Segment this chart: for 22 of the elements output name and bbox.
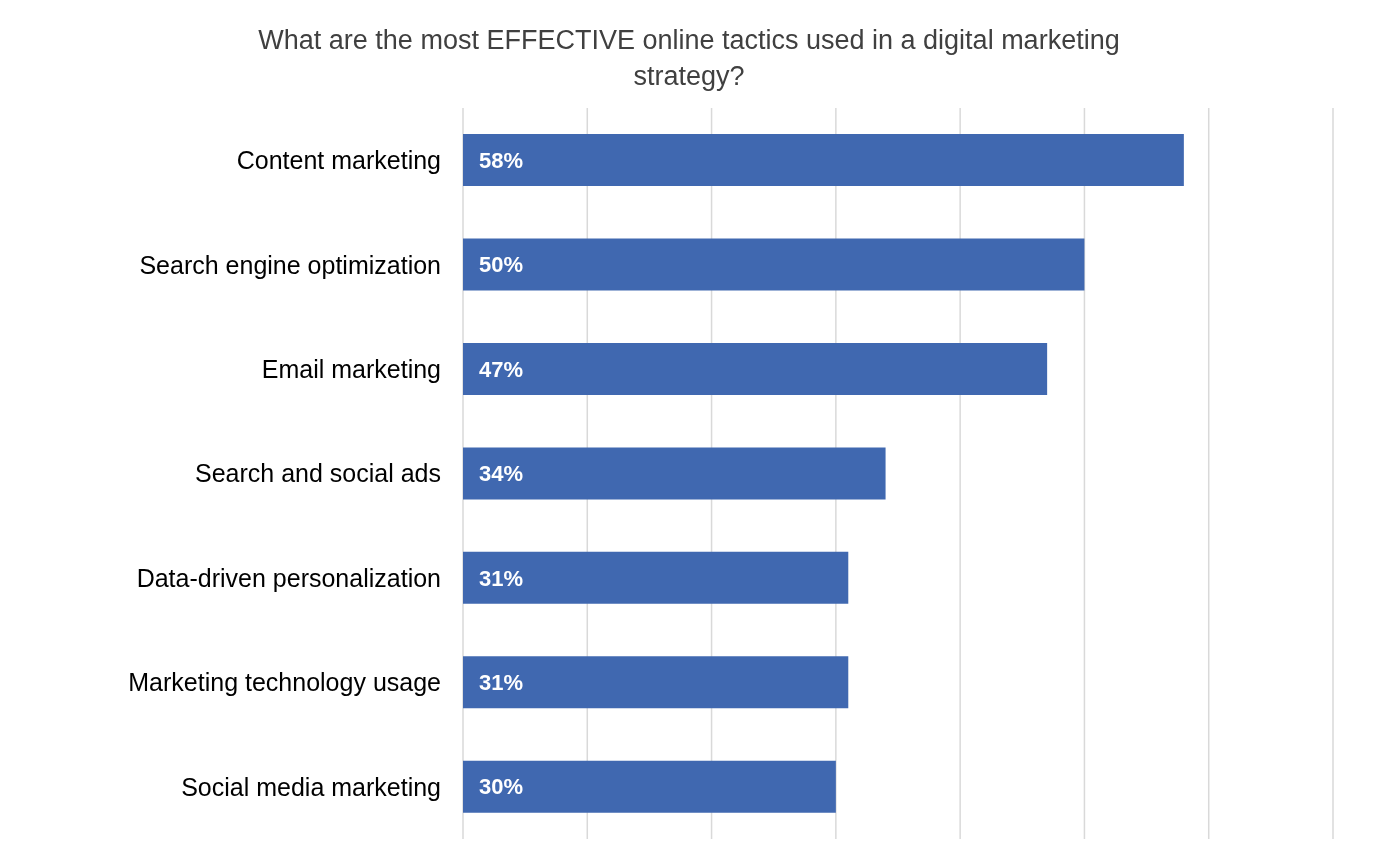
bar bbox=[463, 342, 1048, 395]
y-tick-label: Content marketing bbox=[236, 146, 441, 175]
bar bbox=[463, 760, 836, 813]
chart-title: What are the most EFFECTIVE online tactics used in a digital marketing strategy? bbox=[257, 24, 1121, 93]
data-label: 31% bbox=[479, 669, 524, 695]
data-label: 58% bbox=[479, 147, 524, 173]
y-tick-label: Social media marketing bbox=[181, 772, 441, 801]
y-tick-label: Marketing technology usage bbox=[128, 668, 441, 697]
y-tick-label: Email marketing bbox=[261, 354, 441, 383]
data-label: 31% bbox=[479, 565, 524, 591]
bar bbox=[463, 551, 849, 604]
data-label: 50% bbox=[479, 252, 524, 278]
y-tick-label: Data-driven personalization bbox=[136, 563, 441, 592]
bar bbox=[463, 238, 1085, 291]
data-label: 30% bbox=[479, 774, 524, 800]
data-label: 47% bbox=[479, 356, 524, 382]
bar bbox=[463, 447, 886, 500]
y-tick-label: Search engine optimization bbox=[139, 250, 441, 279]
bar bbox=[463, 656, 849, 709]
bar bbox=[463, 134, 1184, 187]
y-tick-label: Search and social ads bbox=[195, 459, 441, 488]
data-label: 34% bbox=[479, 461, 524, 487]
